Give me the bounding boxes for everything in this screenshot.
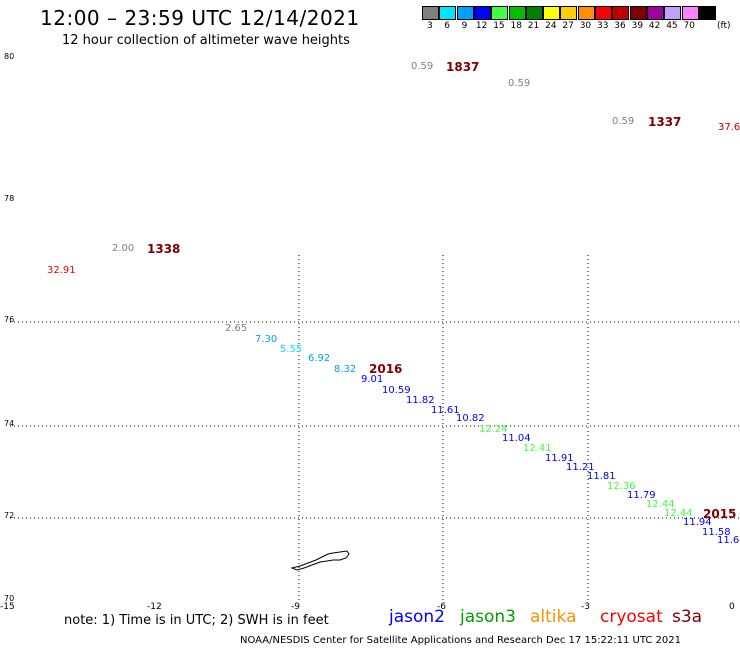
lat-label: 70 (4, 594, 15, 603)
lat-lon-grid (10, 255, 740, 600)
lat-label: 80 (4, 52, 15, 61)
satellite-name: jason2 (389, 607, 445, 627)
wave-height-value: 9.01 (361, 374, 384, 385)
lon-label: -12 (147, 602, 162, 612)
legend-label: 30 (579, 21, 592, 31)
legend-swatch (629, 6, 647, 20)
legend-label: 39 (631, 21, 644, 31)
legend-swatch (439, 6, 457, 20)
footnote: note: 1) Time is in UTC; 2) SWH is in fe… (64, 613, 329, 628)
legend-label: 42 (648, 21, 661, 31)
credit-footer: NOAA/NESDIS Center for Satellite Applica… (240, 635, 682, 646)
legend-label: 70 (683, 21, 695, 31)
wave-height-value: 6.92 (308, 353, 331, 364)
pass-time-label: 2016 (369, 362, 403, 376)
lat-label: 74 (4, 419, 15, 428)
legend-label: 27 (562, 21, 574, 31)
wave-height-value: 11.58 (702, 527, 731, 538)
page-subtitle: 12 hour collection of altimeter wave hei… (62, 33, 350, 48)
legend-swatch (491, 6, 509, 20)
wave-height-value: 2.65 (225, 323, 248, 334)
wave-height-value: 11.91 (545, 453, 574, 464)
wave-height-value: 12.44 (664, 508, 693, 519)
legend-label: 3 (427, 21, 433, 31)
page-title: 12:00 – 23:59 UTC 12/14/2021 (40, 6, 360, 30)
satellite-name: altika (530, 607, 577, 627)
wave-height-value: 12.41 (523, 443, 552, 454)
legend-label: 9 (461, 21, 468, 31)
island-outline (290, 550, 350, 571)
wave-height-value: 37.6 (718, 122, 740, 133)
legend-label: 6 (444, 21, 451, 31)
pass-time-label: 1338 (147, 242, 181, 256)
legend-label: 12 (475, 21, 488, 31)
legend-swatch (525, 6, 543, 20)
lat-label: 72 (4, 511, 15, 520)
wave-height-value: 11.94 (683, 517, 712, 528)
legend-label: 15 (493, 21, 505, 31)
wave-height-value: 10.82 (456, 413, 485, 424)
lon-label: -15 (0, 602, 15, 612)
wave-height-value: 10.59 (382, 385, 411, 396)
wave-height-value: 0.59 (612, 116, 635, 127)
legend-swatch (664, 6, 682, 20)
legend-unit: (ft) (717, 21, 731, 31)
legend-swatch (422, 6, 439, 20)
legend-label: 24 (545, 21, 557, 31)
legend-label: 21 (527, 21, 540, 31)
legend-swatch (577, 6, 595, 20)
wave-height-value: 11.61 (431, 405, 460, 416)
wave-height-value: 8.32 (334, 364, 357, 375)
lat-label: 76 (4, 315, 15, 324)
wave-height-value: 2.00 (112, 243, 135, 254)
lon-label: -9 (291, 602, 300, 612)
wave-height-value: 11.82 (406, 395, 435, 406)
jan-mayen-coastline (290, 550, 350, 571)
legend-swatch (508, 6, 526, 20)
legend-swatch (543, 6, 561, 20)
legend-swatch (560, 6, 578, 20)
wave-height-value: 11.6 (717, 535, 740, 546)
legend-swatch (681, 6, 699, 20)
satellite-name: cryosat (600, 607, 663, 627)
satellite-name: jason3 (460, 607, 516, 627)
wave-height-value: 32.91 (47, 265, 76, 276)
satellite-name: s3a (672, 607, 703, 627)
legend-swatch (456, 6, 474, 20)
pass-time-label: 1337 (648, 115, 682, 129)
wave-height-value: 7.30 (255, 334, 278, 345)
pass-time-label: 2015 (703, 507, 737, 521)
wave-height-value: 11.04 (502, 433, 531, 444)
legend-swatch (473, 6, 491, 20)
legend-label: 33 (597, 21, 609, 31)
wave-height-value: 12.24 (479, 424, 508, 435)
wave-height-value: 12.44 (646, 499, 675, 510)
wave-height-value: 0.59 (508, 78, 531, 89)
legend-swatch (595, 6, 612, 20)
wave-height-value: 11.79 (627, 490, 656, 501)
lon-label: -3 (581, 602, 590, 612)
wave-height-value: 12.36 (607, 481, 636, 492)
legend-swatch (698, 6, 716, 20)
lat-label: 78 (4, 194, 15, 203)
wave-height-value: 5.55 (280, 344, 303, 355)
legend-label: 45 (666, 21, 678, 31)
wave-height-value: 11.81 (587, 471, 616, 482)
legend-swatch (646, 6, 664, 20)
lon-label: -6 (437, 602, 446, 612)
wave-height-value: 11.21 (566, 462, 595, 473)
legend-label: 18 (510, 21, 522, 31)
pass-time-label: 1837 (446, 60, 480, 74)
wave-height-value: 0.59 (411, 61, 434, 72)
legend-swatch (612, 6, 630, 20)
legend-label: 36 (614, 21, 626, 31)
lon-label: 0 (729, 602, 735, 612)
